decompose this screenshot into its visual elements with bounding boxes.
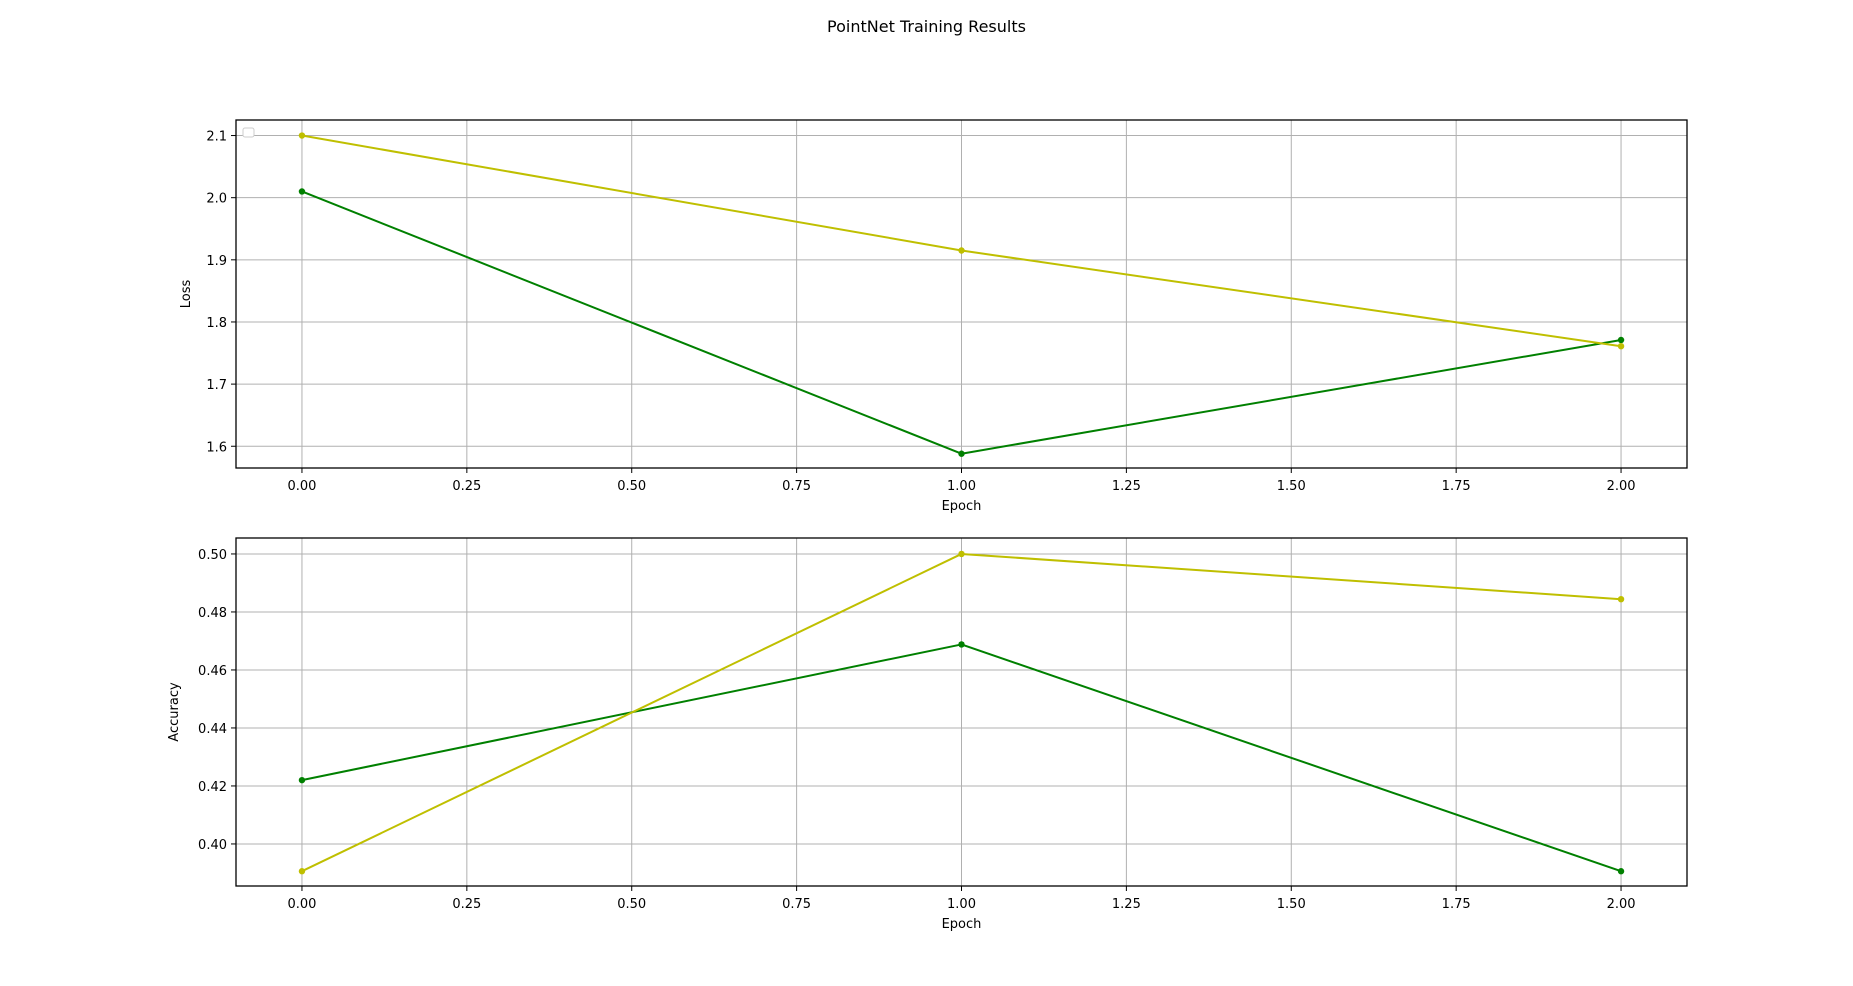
x-tick-label: 2.00	[1607, 897, 1636, 912]
y-tick-label: 0.50	[198, 548, 227, 563]
y-tick-label: 2.1	[206, 130, 227, 145]
y-tick-label: 0.40	[198, 838, 227, 853]
x-tick-label: 2.00	[1607, 479, 1636, 494]
y-tick-label: 1.8	[206, 316, 227, 331]
y-tick-label: 1.6	[206, 440, 227, 455]
series-0-point	[298, 776, 306, 784]
figure-title: PointNet Training Results	[827, 17, 1026, 36]
y-tick-label: 1.7	[206, 378, 227, 393]
series-0-point	[958, 450, 965, 457]
x-tick-label: 0.75	[782, 479, 811, 494]
y-axis-label: Loss	[179, 280, 194, 309]
accuracy-chart-panel: 0.00 0.25 0.50 0.75 1.00 1.25 1.50 1.75 2.00 0.40…	[167, 537, 1688, 932]
x-tick-label: 0.25	[452, 479, 481, 494]
x-tick-label: 1.50	[1277, 897, 1306, 912]
y-tick-label: 0.46	[198, 664, 227, 679]
y-tick-label: 2.0	[206, 192, 227, 207]
x-axis-label: Epoch	[942, 499, 982, 514]
series-1-point	[958, 247, 965, 254]
x-tick-label: 0.00	[287, 479, 316, 494]
axes-frame	[235, 537, 1688, 887]
x-axis-label: Epoch	[942, 917, 982, 932]
series-1-point	[958, 550, 965, 558]
series-1-point	[298, 868, 306, 875]
x-tick-label: 1.00	[947, 897, 976, 912]
series-0-point	[1617, 336, 1625, 344]
x-tick-label: 1.75	[1442, 479, 1471, 494]
x-tick-label: 0.50	[617, 897, 646, 912]
y-tick-label: 0.42	[198, 780, 227, 795]
series-1-point	[1617, 343, 1625, 350]
y-tick-label: 0.44	[198, 722, 227, 737]
x-tick-label: 0.75	[782, 897, 811, 912]
x-tick-label: 1.00	[947, 479, 976, 494]
series-0-point	[1617, 868, 1625, 875]
y-axis-label: Accuracy	[167, 682, 182, 742]
series-1-point	[298, 132, 306, 139]
loss-chart-panel: 0.00 0.25 0.50 0.75 1.00 1.25 1.50 1.75 2.00 1.6 1…	[179, 119, 1688, 514]
series-0-point	[958, 641, 965, 648]
series-1-point	[1617, 595, 1625, 603]
y-tick-label: 0.48	[198, 606, 227, 621]
x-tick-label: 0.25	[452, 897, 481, 912]
x-tick-label: 1.25	[1112, 897, 1141, 912]
x-tick-label: 1.25	[1112, 479, 1141, 494]
series-0-point	[298, 188, 306, 195]
y-tick-label: 1.9	[206, 254, 227, 269]
x-tick-label: 1.75	[1442, 897, 1471, 912]
axes-frame	[235, 119, 1688, 469]
x-tick-label: 0.00	[287, 897, 316, 912]
x-tick-label: 1.50	[1277, 479, 1306, 494]
x-tick-label: 0.50	[617, 479, 646, 494]
legend-box	[242, 127, 255, 138]
